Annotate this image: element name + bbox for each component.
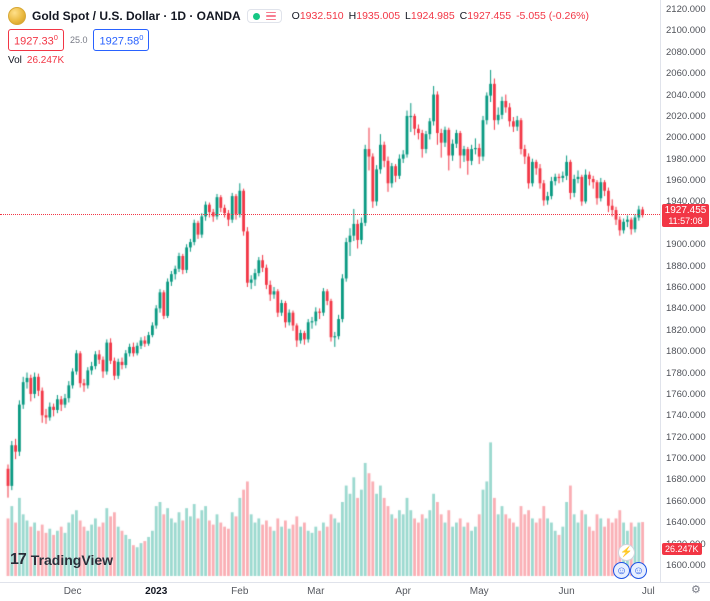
market-status-icon bbox=[252, 12, 260, 20]
last-price-label: 1927.455 11:57:08 bbox=[662, 203, 709, 227]
price-tick: 2040.000 bbox=[666, 89, 706, 101]
last-price-value: 1927.455 bbox=[664, 204, 707, 216]
volume-legend-label: Vol bbox=[8, 55, 22, 66]
price-tick: 1960.000 bbox=[666, 175, 706, 187]
price-tick: 1840.000 bbox=[666, 303, 706, 315]
price-tick: 1780.000 bbox=[666, 367, 706, 379]
price-tick: 2100.000 bbox=[666, 25, 706, 37]
bid-sup-digit: 0 bbox=[53, 33, 58, 43]
gear-icon[interactable]: ⚙ bbox=[691, 584, 701, 596]
high-value: 1935.005 bbox=[356, 10, 401, 22]
price-tick: 1640.000 bbox=[666, 517, 706, 529]
tradingview-mark-icon: 17 bbox=[10, 551, 27, 568]
price-tick: 1660.000 bbox=[666, 495, 706, 507]
price-tick: 1880.000 bbox=[666, 260, 706, 272]
spread-value: 25.0 bbox=[69, 35, 88, 45]
price-tick: 2060.000 bbox=[666, 68, 706, 80]
smiley-icon: ☺ bbox=[632, 564, 645, 577]
time-tick: May bbox=[469, 586, 489, 597]
chart-legend: Gold Spot / U.S. Dollar · 1D · OANDA O19… bbox=[8, 6, 589, 66]
symbol-title[interactable]: Gold Spot / U.S. Dollar · 1D · OANDA bbox=[32, 9, 241, 23]
time-tick: Jul bbox=[641, 586, 655, 597]
data-feed-buttons[interactable] bbox=[246, 8, 282, 24]
price-tick: 1800.000 bbox=[666, 346, 706, 358]
sell-button[interactable]: 1927.330 bbox=[8, 29, 64, 51]
last-price-line bbox=[0, 214, 660, 216]
time-tick: Mar bbox=[307, 586, 325, 597]
close-value: 1927.455 bbox=[467, 10, 512, 22]
price-tick: 1940.000 bbox=[666, 196, 706, 208]
high-letter: H bbox=[348, 10, 357, 22]
price-tick: 1720.000 bbox=[666, 431, 706, 443]
open-letter: O bbox=[291, 10, 300, 22]
price-tick: 2020.000 bbox=[666, 110, 706, 122]
lightning-icon: ⚡ bbox=[620, 547, 633, 558]
object-tree-icon bbox=[265, 11, 276, 21]
tradingview-wordmark: TradingView bbox=[30, 552, 114, 568]
price-tick: 1680.000 bbox=[666, 474, 706, 486]
bid-price: 1927.33 bbox=[14, 35, 54, 48]
low-letter: L bbox=[405, 10, 411, 22]
price-tick: 2000.000 bbox=[666, 132, 706, 144]
bar-countdown: 11:57:08 bbox=[668, 215, 703, 226]
open-value: 1932.510 bbox=[299, 10, 344, 22]
price-tick: 1820.000 bbox=[666, 324, 706, 336]
low-value: 1924.985 bbox=[410, 10, 455, 22]
reaction-emoji-button-1[interactable]: ☺ bbox=[613, 562, 630, 579]
time-tick: Feb bbox=[231, 586, 249, 597]
price-tick: 1980.000 bbox=[666, 153, 706, 165]
volume-axis-label: 26.247K bbox=[662, 543, 702, 555]
time-tick: Apr bbox=[395, 586, 411, 597]
time-tick: Jun bbox=[558, 586, 575, 597]
price-tick: 1700.000 bbox=[666, 453, 706, 465]
price-tick: 1860.000 bbox=[666, 282, 706, 293]
price-tick: 1740.000 bbox=[666, 410, 706, 422]
reaction-emoji-button-2[interactable]: ☺ bbox=[630, 562, 647, 579]
ohlc-readout: O1932.510 H1935.005 L1924.985 C1927.455 … bbox=[292, 10, 589, 22]
price-tick: 1600.000 bbox=[666, 560, 706, 571]
buy-button[interactable]: 1927.580 bbox=[93, 29, 150, 51]
close-letter: C bbox=[459, 10, 468, 22]
change-value: -5.055 (-0.26%) bbox=[516, 10, 590, 22]
smiley-icon: ☺ bbox=[615, 564, 628, 577]
time-tick: Dec bbox=[63, 586, 82, 597]
lightning-alert-button[interactable]: ⚡ bbox=[618, 544, 635, 561]
volume-legend-value: 26.247K bbox=[26, 55, 65, 66]
tradingview-logo[interactable]: 17 TradingView bbox=[10, 551, 113, 569]
price-axis[interactable]: 1927.455 11:57:08 26.247K 2120.000 2100.0… bbox=[660, 0, 710, 582]
price-tick: 1760.000 bbox=[666, 388, 706, 400]
gold-coin-icon bbox=[8, 7, 26, 25]
price-tick: 2120.000 bbox=[666, 4, 706, 15]
time-tick: 2023 bbox=[145, 586, 168, 597]
ask-sup-digit: 0 bbox=[139, 33, 144, 43]
time-axis[interactable]: Dec 2023 Feb Mar Apr May Jun Jul bbox=[0, 582, 710, 601]
price-tick: 2080.000 bbox=[666, 46, 706, 58]
ask-price: 1927.58 bbox=[99, 35, 140, 48]
price-chart-canvas[interactable] bbox=[0, 0, 660, 582]
price-tick: 1900.000 bbox=[666, 239, 706, 251]
